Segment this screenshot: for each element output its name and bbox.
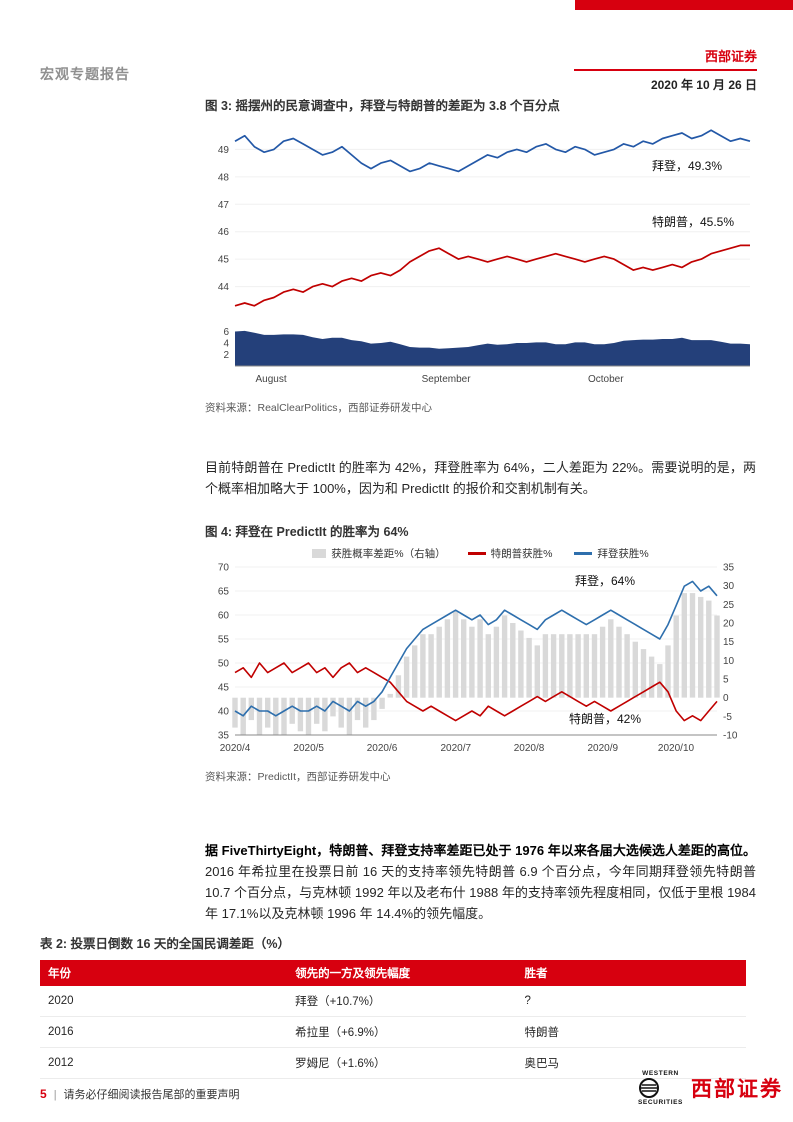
paragraph-fivethirtyeight: 据 FiveThirtyEight，特朗普、拜登支持率差距已处于 1976 年以… xyxy=(205,840,756,924)
bold-statement: 据 FiveThirtyEight，特朗普、拜登支持率差距已处于 1976 年以… xyxy=(205,843,756,859)
top-accent-bar xyxy=(575,0,793,10)
svg-text:47: 47 xyxy=(218,200,230,211)
statement-detail: 2016 年希拉里在投票日前 16 天的支持率领先特朗普 6.9 个百分点，今年… xyxy=(205,864,756,922)
logo-text-western: WESTERN xyxy=(642,1069,679,1077)
cell-winner: 特朗普 xyxy=(516,1016,746,1048)
svg-text:35: 35 xyxy=(723,563,735,574)
svg-text:60: 60 xyxy=(218,611,230,622)
western-securities-logo: WESTERN SECURITIES xyxy=(638,1070,683,1106)
svg-text:46: 46 xyxy=(218,227,230,238)
cell-leader: 希拉里（+6.9%） xyxy=(287,1016,517,1048)
line-swatch-icon xyxy=(574,552,593,555)
svg-text:48: 48 xyxy=(218,172,230,183)
svg-text:October: October xyxy=(588,374,624,385)
svg-text:50: 50 xyxy=(218,659,230,670)
figure-4-title: 图 4: 拜登在 PredictIt 的胜率为 64% xyxy=(205,525,409,540)
brand-name: 西部证券 xyxy=(574,46,757,71)
western-securities-emblem-icon xyxy=(638,1077,659,1098)
legend-label-biden: 拜登获胜% xyxy=(597,548,649,561)
svg-text:20: 20 xyxy=(723,619,735,630)
svg-text:2020/8: 2020/8 xyxy=(514,743,545,754)
svg-text:70: 70 xyxy=(218,563,230,574)
cell-year: 2020 xyxy=(40,986,288,1017)
footer: 5 | 请务必仔细阅读报告尾部的重要声明 xyxy=(40,1086,240,1102)
svg-text:-5: -5 xyxy=(723,712,732,723)
legend-label-trump: 特朗普获胜% xyxy=(490,548,553,561)
cell-leader: 罗姆尼（+1.6%） xyxy=(287,1047,517,1079)
footer-disclaimer: 请务必仔细阅读报告尾部的重要声明 xyxy=(63,1089,240,1101)
cell-leader: 拜登（+10.7%） xyxy=(287,986,517,1017)
figure-4-block: 图 4: 拜登在 PredictIt 的胜率为 64% 获胜概率差距%（右轴） … xyxy=(205,521,756,784)
cell-year: 2012 xyxy=(40,1047,288,1079)
svg-text:45: 45 xyxy=(218,683,230,694)
svg-text:特朗普，42%: 特朗普，42% xyxy=(569,711,641,726)
svg-text:2020/9: 2020/9 xyxy=(588,743,619,754)
svg-text:August: August xyxy=(256,374,287,385)
column-header-year: 年份 xyxy=(40,960,288,986)
page-number: 5 xyxy=(40,1087,47,1101)
svg-text:15: 15 xyxy=(723,637,735,648)
table-2-title: 表 2: 投票日倒数 16 天的全国民调差距（%） xyxy=(40,937,291,951)
legend-item-trump: 特朗普获胜% xyxy=(467,546,553,561)
svg-text:拜登，64%: 拜登，64% xyxy=(575,573,635,588)
figure-3-block: 图 3: 摇摆州的民意调查中，拜登与特朗普的差距为 3.8 个百分点 49 48 4… xyxy=(205,95,756,415)
svg-text:25: 25 xyxy=(723,600,735,611)
report-date: 2020 年 10 月 26 日 xyxy=(650,78,757,92)
legend-item-diff: 获胜概率差距%（右轴） xyxy=(312,546,446,561)
svg-text:6: 6 xyxy=(223,327,229,338)
svg-text:44: 44 xyxy=(218,282,230,293)
table-2: 年份 领先的一方及领先幅度 胜者 2020 拜登（+10.7%） ? 2016 … xyxy=(40,960,746,1079)
figure-4-chart: 706560555045403535302520151050-5-102020/… xyxy=(218,563,738,754)
svg-text:30: 30 xyxy=(723,581,735,592)
table-row: 2020 拜登（+10.7%） ? xyxy=(40,986,746,1017)
svg-text:2020/5: 2020/5 xyxy=(293,743,324,754)
column-header-winner: 胜者 xyxy=(516,960,746,986)
footer-separator: | xyxy=(53,1089,57,1101)
legend-item-biden: 拜登获胜% xyxy=(574,546,649,561)
svg-text:40: 40 xyxy=(218,707,230,718)
figure-3-title: 图 3: 摇摆州的民意调查中，拜登与特朗普的差距为 3.8 个百分点 xyxy=(205,99,560,113)
svg-text:4: 4 xyxy=(223,339,229,350)
legend-label-diff: 获胜概率差距%（右轴） xyxy=(331,548,446,561)
svg-text:0: 0 xyxy=(723,693,729,704)
cell-winner: 奥巴马 xyxy=(516,1047,746,1079)
report-type-label: 宏观专题报告 xyxy=(40,66,130,82)
svg-text:5: 5 xyxy=(723,675,729,686)
svg-text:35: 35 xyxy=(218,731,230,742)
svg-text:45: 45 xyxy=(218,255,230,266)
cell-year: 2016 xyxy=(40,1016,288,1048)
paragraph-predictit-odds: 目前特朗普在 PredictIt 的胜率为 42%，拜登胜率为 64%，二人差距… xyxy=(205,460,756,497)
line-swatch-icon xyxy=(467,552,486,555)
svg-text:2020/7: 2020/7 xyxy=(441,743,472,754)
svg-text:2020/6: 2020/6 xyxy=(367,743,398,754)
svg-text:2020/4: 2020/4 xyxy=(220,743,251,754)
brand-logos: WESTERN SECURITIES 西部证券 xyxy=(638,1070,783,1106)
cell-winner: ? xyxy=(516,986,746,1017)
table-2-section: 表 2: 投票日倒数 16 天的全国民调差距（%） 年份 领先的一方及领先幅度 … xyxy=(40,933,746,1079)
bar-swatch-icon xyxy=(312,549,327,559)
brand-logo-cn: 西部证券 xyxy=(691,1077,783,1101)
column-header-leader: 领先的一方及领先幅度 xyxy=(287,960,517,986)
svg-text:2: 2 xyxy=(223,350,229,361)
svg-text:55: 55 xyxy=(218,635,230,646)
header-right: 西部证券 2020 年 10 月 26 日 xyxy=(574,46,757,93)
table-row: 2016 希拉里（+6.9%） 特朗普 xyxy=(40,1016,746,1048)
main-content: 图 3: 摇摆州的民意调查中，拜登与特朗普的差距为 3.8 个百分点 49 48 4… xyxy=(205,95,756,924)
svg-text:10: 10 xyxy=(723,656,735,667)
figure-3-chart: 49 48 47 46 45 44 642 August September October 拜登，… xyxy=(218,129,751,385)
logo-text-securities: SECURITIES xyxy=(637,1098,683,1106)
figure-4-source: 资料来源：PredictIt，西部证券研发中心 xyxy=(205,771,391,784)
svg-text:特朗普，45.5%: 特朗普，45.5% xyxy=(652,214,734,229)
svg-text:49: 49 xyxy=(218,145,230,156)
svg-text:拜登，49.3%: 拜登，49.3% xyxy=(652,158,722,173)
table-row: 2012 罗姆尼（+1.6%） 奥巴马 xyxy=(40,1047,746,1079)
figure-3-source: 资料来源：RealClearPolitics，西部证券研发中心 xyxy=(205,402,432,414)
svg-text:-10: -10 xyxy=(723,731,738,742)
table-header-row: 年份 领先的一方及领先幅度 胜者 xyxy=(40,960,746,986)
svg-text:2020/10: 2020/10 xyxy=(658,743,695,754)
svg-text:September: September xyxy=(422,374,472,385)
figure-4-legend: 获胜概率差距%（右轴） 特朗普获胜% 拜登获胜% xyxy=(205,546,756,561)
svg-text:65: 65 xyxy=(218,587,230,598)
